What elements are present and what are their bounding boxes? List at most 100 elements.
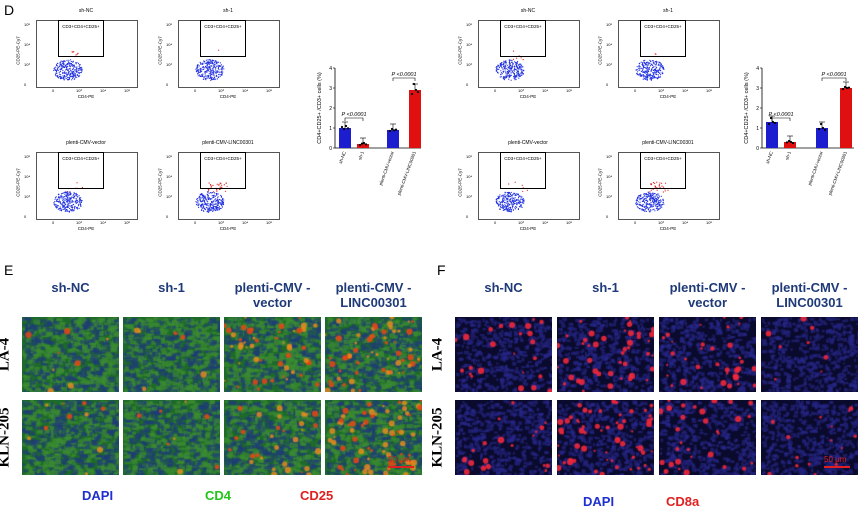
y-tick-label: 10⁵	[166, 22, 173, 27]
x-axis-label: CD4-PE	[659, 94, 677, 99]
plot-frame	[178, 20, 280, 88]
x-tick-label: 0	[634, 220, 637, 225]
x-tick-label: 10⁴	[242, 220, 249, 225]
y-tick-label: 4	[329, 66, 332, 72]
bar	[409, 90, 421, 148]
gate-label: CD3+CD4+CD25+	[644, 24, 682, 29]
x-tick-label: 10³	[658, 88, 664, 93]
micrograph-tile	[557, 317, 654, 392]
x-tick-label: 10⁴	[100, 220, 107, 225]
significance-bracket	[771, 117, 791, 121]
data-point	[360, 142, 364, 145]
x-tick-label: 0	[52, 88, 55, 93]
data-point	[342, 127, 346, 131]
y-tick-label: 1	[756, 126, 759, 132]
flow-plot: plenti-CMV-vector CD3+CD4+CD25+ CD25-PE-Cy…	[458, 140, 580, 232]
y-tick-label: 10³	[24, 194, 30, 199]
legend-label: CD4	[205, 488, 232, 503]
flow-plot: sh-NC CD3+CD4+CD25+ CD25-PE-Cy7 CD4-PE 10⁵ 10…	[458, 8, 580, 100]
gate-box	[200, 152, 246, 189]
flow-plot-title: sh-1	[663, 8, 673, 14]
x-tick-label: 0	[494, 220, 497, 225]
x-tick-label: 10⁵	[266, 220, 273, 225]
p-value-label: P <0.0001	[391, 72, 416, 78]
x-tick-label: 10⁵	[266, 88, 273, 93]
gate-label: CD3+CD4+CD25+	[504, 156, 542, 161]
scatter-dots	[53, 51, 83, 81]
x-tick-label: plenti-CMV-LINC00301	[827, 150, 848, 196]
row-label: KLN-205	[429, 407, 446, 467]
micrograph-tile	[22, 317, 119, 392]
x-tick-label: 10³	[518, 220, 524, 225]
flow-plot: plenti-CMV-LINC00301 CD3+CD4+CD25+ CD25-PE…	[598, 140, 720, 232]
panel-label-f: F	[437, 262, 446, 278]
y-tick-label: 10³	[166, 62, 172, 67]
y-tick-label: 10³	[466, 62, 472, 67]
scatter-dots	[53, 182, 84, 213]
flow-plot: plenti-CMV-vector CD3+CD4+CD25+ CD25-PE-Cy…	[16, 140, 138, 232]
x-tick-label: 10³	[76, 88, 82, 93]
y-tick-label: 0	[606, 214, 609, 219]
data-point	[346, 127, 350, 130]
scale-bar	[388, 466, 414, 468]
x-tick-label: 10⁵	[124, 88, 131, 93]
micrograph-tile	[325, 400, 422, 475]
gate-box	[640, 152, 686, 189]
y-tick-label: 0	[166, 214, 169, 219]
data-point	[388, 129, 392, 133]
y-tick-label: 0	[166, 82, 169, 87]
data-point	[821, 126, 825, 130]
micrograph-tile	[761, 317, 858, 392]
y-tick-label: 10⁵	[466, 154, 473, 159]
y-tick-label: 0	[466, 82, 469, 87]
y-axis-label: CD25-PE-Cy7	[157, 168, 163, 197]
data-point	[767, 122, 771, 126]
gate-box	[200, 20, 246, 57]
bar	[816, 128, 828, 148]
y-tick-label: 10³	[466, 194, 472, 199]
data-point	[364, 143, 368, 146]
gate-box	[640, 20, 686, 57]
data-point	[843, 85, 847, 89]
gate-box	[500, 152, 546, 189]
x-axis-label: CD4-PE	[77, 94, 95, 99]
data-point	[817, 127, 821, 131]
data-point	[358, 143, 362, 147]
x-tick-label: 10⁴	[542, 220, 549, 225]
x-axis-label: CD4-PE	[519, 94, 537, 99]
data-point	[791, 141, 795, 145]
y-tick-label: 3	[329, 86, 332, 92]
column-header: sh-1	[158, 280, 185, 295]
gate-label: CD3+CD4+CD25+	[204, 24, 242, 29]
data-point	[392, 129, 396, 132]
flow-plot-title: plenti-CMV-LINC00301	[642, 140, 694, 146]
y-tick-label: 2	[329, 106, 332, 112]
flow-plot-title: plenti-CMV-vector	[508, 140, 548, 146]
y-tick-label: 3	[756, 86, 759, 92]
scatter-dots	[195, 182, 228, 213]
data-point	[769, 116, 773, 120]
x-axis-label: CD4-PE	[77, 226, 95, 231]
data-point	[390, 127, 394, 131]
y-tick-label: 10⁴	[24, 174, 31, 179]
y-tick-label: 4	[756, 66, 759, 72]
data-point	[841, 87, 845, 91]
panel-label-e: E	[4, 262, 14, 278]
y-tick-label: 10⁵	[606, 154, 613, 159]
flow-plot-title: plenti-CMV-vector	[66, 140, 106, 146]
scatter-dots	[495, 50, 525, 81]
micrograph-tile	[557, 400, 654, 475]
gate-box	[58, 20, 104, 57]
significance-bracket	[392, 77, 416, 81]
x-tick-label: 10⁵	[706, 88, 713, 93]
data-point	[412, 82, 416, 86]
micrograph-tile	[761, 400, 858, 475]
y-tick-label: 2	[756, 106, 759, 112]
x-tick-label: 0	[194, 220, 197, 225]
data-point	[823, 128, 827, 132]
y-tick-label: 10⁴	[606, 174, 613, 179]
panel-label-d: D	[4, 2, 15, 18]
y-tick-label: 10⁴	[166, 174, 173, 179]
y-axis-label: CD25-PE-Cy7	[597, 36, 603, 65]
x-tick-label: sh-NC	[338, 150, 347, 164]
